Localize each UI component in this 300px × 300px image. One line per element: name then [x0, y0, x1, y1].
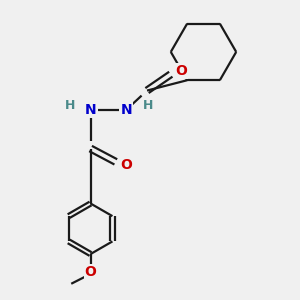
Text: O: O	[175, 64, 187, 78]
Text: N: N	[120, 103, 132, 117]
Text: O: O	[85, 265, 97, 279]
Text: H: H	[64, 99, 75, 112]
Text: H: H	[143, 99, 154, 112]
Text: N: N	[85, 103, 96, 117]
Text: O: O	[120, 158, 132, 172]
